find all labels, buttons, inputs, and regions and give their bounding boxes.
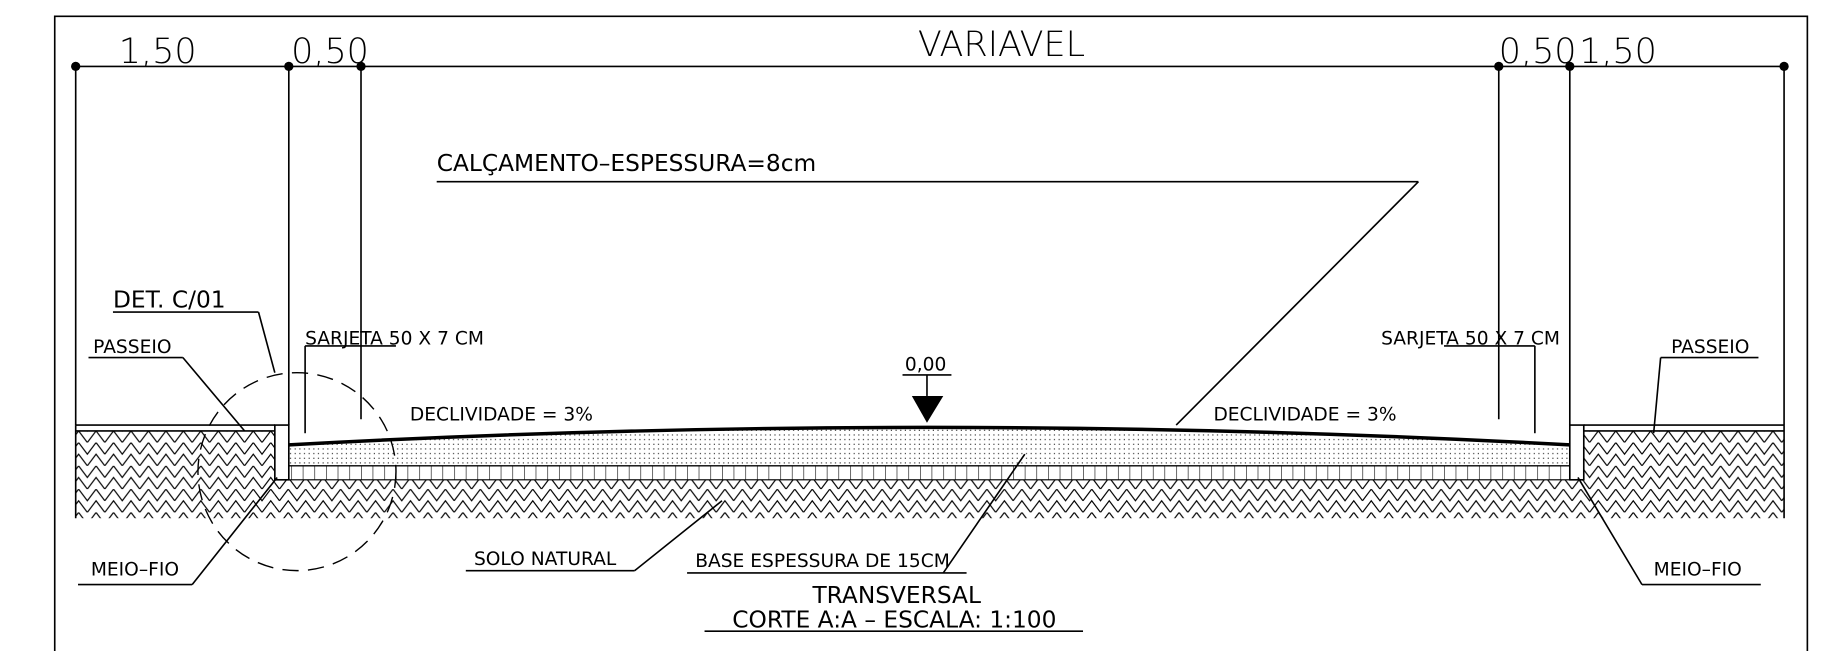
label: PASSEIO (93, 337, 171, 358)
dimension-label: 1,50 (119, 32, 197, 72)
label: DECLIVIDADE = 3% (410, 404, 593, 425)
label: 0,00 (905, 354, 946, 375)
label: DECLIVIDADE = 3% (1213, 404, 1396, 425)
dimension-label: 1,50 (1579, 32, 1657, 72)
label: SARJETA 50 X 7 CM (305, 329, 484, 350)
label: PASSEIO (1671, 337, 1749, 358)
label: SARJETA 50 X 7 CM (1381, 329, 1560, 350)
title: TRANSVERSAL (811, 582, 981, 609)
dimension-label: 0,50 (291, 32, 369, 72)
section-drawing: 1,50 0,50 VARIAVEL 0,50 1,50 CALÇAMENTO–… (0, 0, 1826, 651)
dimension-label: 0,50 (1499, 32, 1577, 72)
title: CORTE A:A – ESCALA: 1:100 (732, 607, 1056, 634)
label: MEIO–FIO (91, 559, 179, 580)
label: CALÇAMENTO–ESPESSURA=8cm (437, 150, 817, 177)
label: SOLO NATURAL (474, 549, 617, 570)
label: BASE ESPESSURA DE 15CM (695, 551, 950, 572)
dimension-label: VARIAVEL (918, 25, 1085, 65)
label: DET. C/01 (113, 286, 226, 313)
label: MEIO–FIO (1654, 559, 1742, 580)
